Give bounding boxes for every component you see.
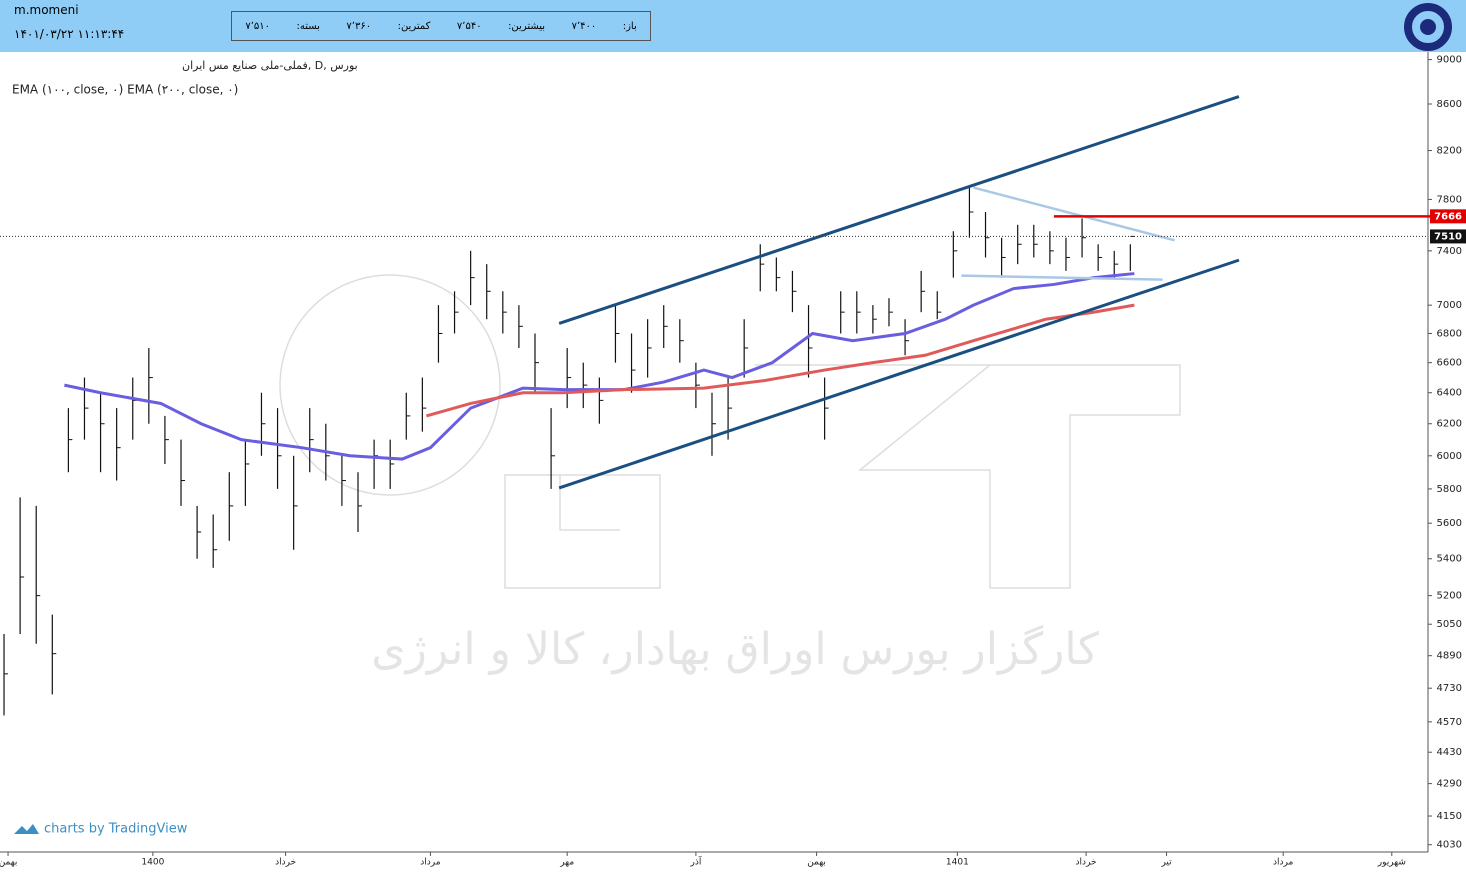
- y-tick-label: 6600: [1437, 358, 1462, 369]
- quote-value: ۷٬۴۰۰: [571, 20, 597, 32]
- y-tick-label: 8600: [1437, 99, 1462, 110]
- x-tick-label: مرداد: [1273, 858, 1293, 868]
- y-tick-label: 4150: [1437, 811, 1462, 822]
- legend-ema: EMA (۱۰۰, close, ۰) EMA (۲۰۰, close, ۰): [12, 83, 238, 97]
- price-label: 7510: [1434, 231, 1462, 242]
- x-tick-label: خرداد: [1076, 858, 1097, 868]
- y-tick-label: 4430: [1437, 747, 1462, 758]
- quote-value: ۷٬۵۴۰: [456, 20, 482, 32]
- logo: [1404, 3, 1452, 51]
- watermark: کارگزار بورس اوراق بهادار، کالا و انرژی: [371, 624, 1099, 675]
- y-tick-label: 5050: [1437, 619, 1462, 630]
- price-label-box: [1430, 229, 1466, 244]
- header-bar: m.momeni ۱۴۰۱/۰۳/۲۲ ۱۱:۱۳:۴۴ باز: ۷٬۴۰۰ بی…: [0, 0, 1466, 52]
- y-tick-label: 7400: [1437, 246, 1462, 257]
- trend-line: [558, 95, 1240, 325]
- y-tick-label: 6000: [1437, 451, 1462, 462]
- y-tick-label: 6400: [1437, 388, 1462, 399]
- quote-box: باز: ۷٬۴۰۰ بیشترین: ۷٬۵۴۰ کمترین: ۷٬۳۶۰ بسته: ۷…: [231, 11, 651, 41]
- x-tick-label: تیر: [1160, 858, 1172, 868]
- y-tick-label: 7000: [1437, 300, 1462, 311]
- x-tick-label: مهر: [559, 858, 574, 868]
- y-tick-label: 7800: [1437, 194, 1462, 205]
- legend-symbol: بورس ,D ,فملی-ملی صنایع مس ایران: [182, 59, 358, 72]
- x-tick-label: خرداد: [275, 858, 296, 868]
- x-tick-label: 1400: [141, 858, 164, 868]
- y-tick-label: 5400: [1437, 554, 1462, 565]
- quote-label: بسته:: [296, 20, 320, 32]
- x-tick-label: مرداد: [420, 858, 440, 868]
- user: m.momeni: [14, 3, 79, 17]
- quote-label: بیشترین:: [508, 20, 546, 32]
- y-tick-label: 4570: [1437, 717, 1462, 728]
- quote-label: کمترین:: [397, 20, 431, 32]
- trend-line: [558, 258, 1240, 490]
- x-tick-label: 1401: [946, 858, 969, 868]
- price-label-box: [1430, 209, 1466, 224]
- y-tick-label: 4030: [1437, 840, 1462, 851]
- ema-line: [425, 303, 1135, 418]
- x-tick-label: شهریور: [1377, 858, 1406, 868]
- ema-line: [64, 272, 1135, 461]
- y-tick-label: 5800: [1437, 484, 1462, 495]
- quote-label: باز:: [622, 20, 637, 32]
- y-tick-label: 9000: [1437, 55, 1462, 66]
- x-tick-label: آذر: [689, 856, 701, 868]
- quote-value: ۷٬۳۶۰: [346, 20, 372, 32]
- watermark-logo: [279, 274, 1181, 589]
- y-tick-label: 8200: [1437, 146, 1462, 157]
- y-tick-label: 5200: [1437, 591, 1462, 602]
- y-tick-label: 6200: [1437, 419, 1462, 430]
- y-tick-label: 6800: [1437, 328, 1462, 339]
- y-tick-label: 4890: [1437, 651, 1462, 662]
- y-tick-label: 5600: [1437, 518, 1462, 529]
- datetime: ۱۴۰۱/۰۳/۲۲ ۱۱:۱۳:۴۴: [14, 27, 125, 41]
- price-label: 7666: [1434, 211, 1462, 222]
- trend-line: [961, 274, 1163, 281]
- x-tick-label: بهمن: [0, 858, 17, 868]
- x-tick-label: بهمن: [807, 858, 826, 868]
- y-tick-label: 4730: [1437, 683, 1462, 694]
- tv-icon: [14, 824, 39, 834]
- credit: charts by TradingView: [44, 822, 188, 837]
- trend-line: [973, 186, 1175, 242]
- quote-value: ۷٬۵۱۰: [245, 20, 270, 32]
- y-tick-label: 4290: [1437, 779, 1462, 790]
